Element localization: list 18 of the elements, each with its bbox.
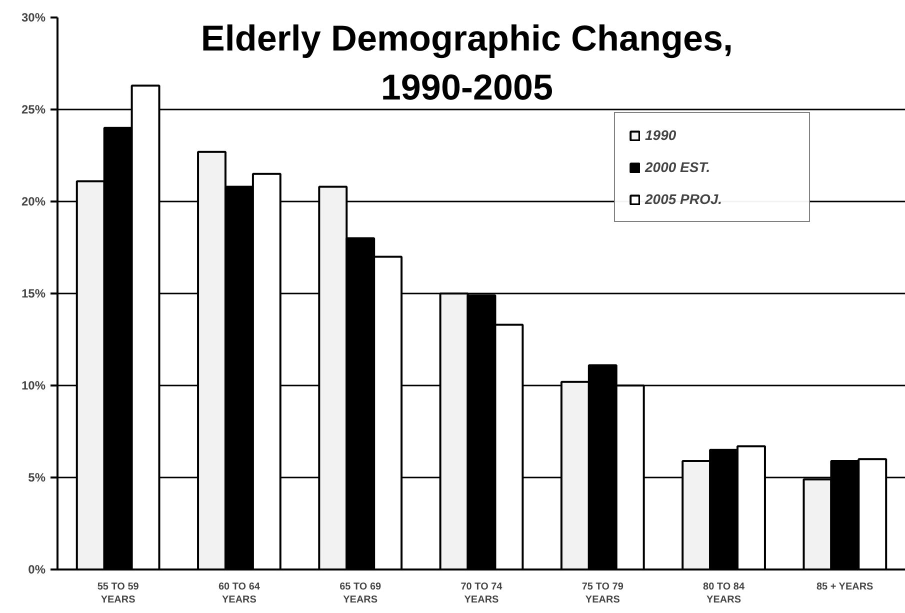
x-tick-label: 80 TO 84 YEARS	[703, 582, 745, 606]
y-tick-label: 15%	[21, 286, 46, 300]
y-tick-label: 20%	[21, 194, 46, 208]
x-tick-label: 55 TO 59 YEARS	[97, 582, 140, 606]
y-tick-label: 0%	[28, 562, 46, 576]
y-tick-label: 10%	[21, 378, 46, 392]
y-tick-label: 25%	[21, 102, 46, 116]
x-tick-label: 75 TO 79 YEARS	[582, 582, 624, 606]
legend-label: 2005 PROJ.	[645, 191, 724, 207]
legend-label: 2000 EST.	[645, 159, 712, 175]
y-tick-label: 5%	[28, 470, 46, 484]
y-tick-label: 30%	[21, 10, 46, 24]
x-tick-label: 70 TO 74 YEARS	[460, 582, 503, 606]
x-tick-label: 65 TO 69 YEARS	[340, 582, 382, 606]
x-tick-label: 60 TO 64 YEARS	[218, 582, 260, 606]
text: Elderly Demographic Changes, 1990-2005	[200, 18, 734, 108]
legend-label: 1990	[645, 127, 678, 143]
x-tick-label: 85 + YEARS	[816, 582, 874, 592]
